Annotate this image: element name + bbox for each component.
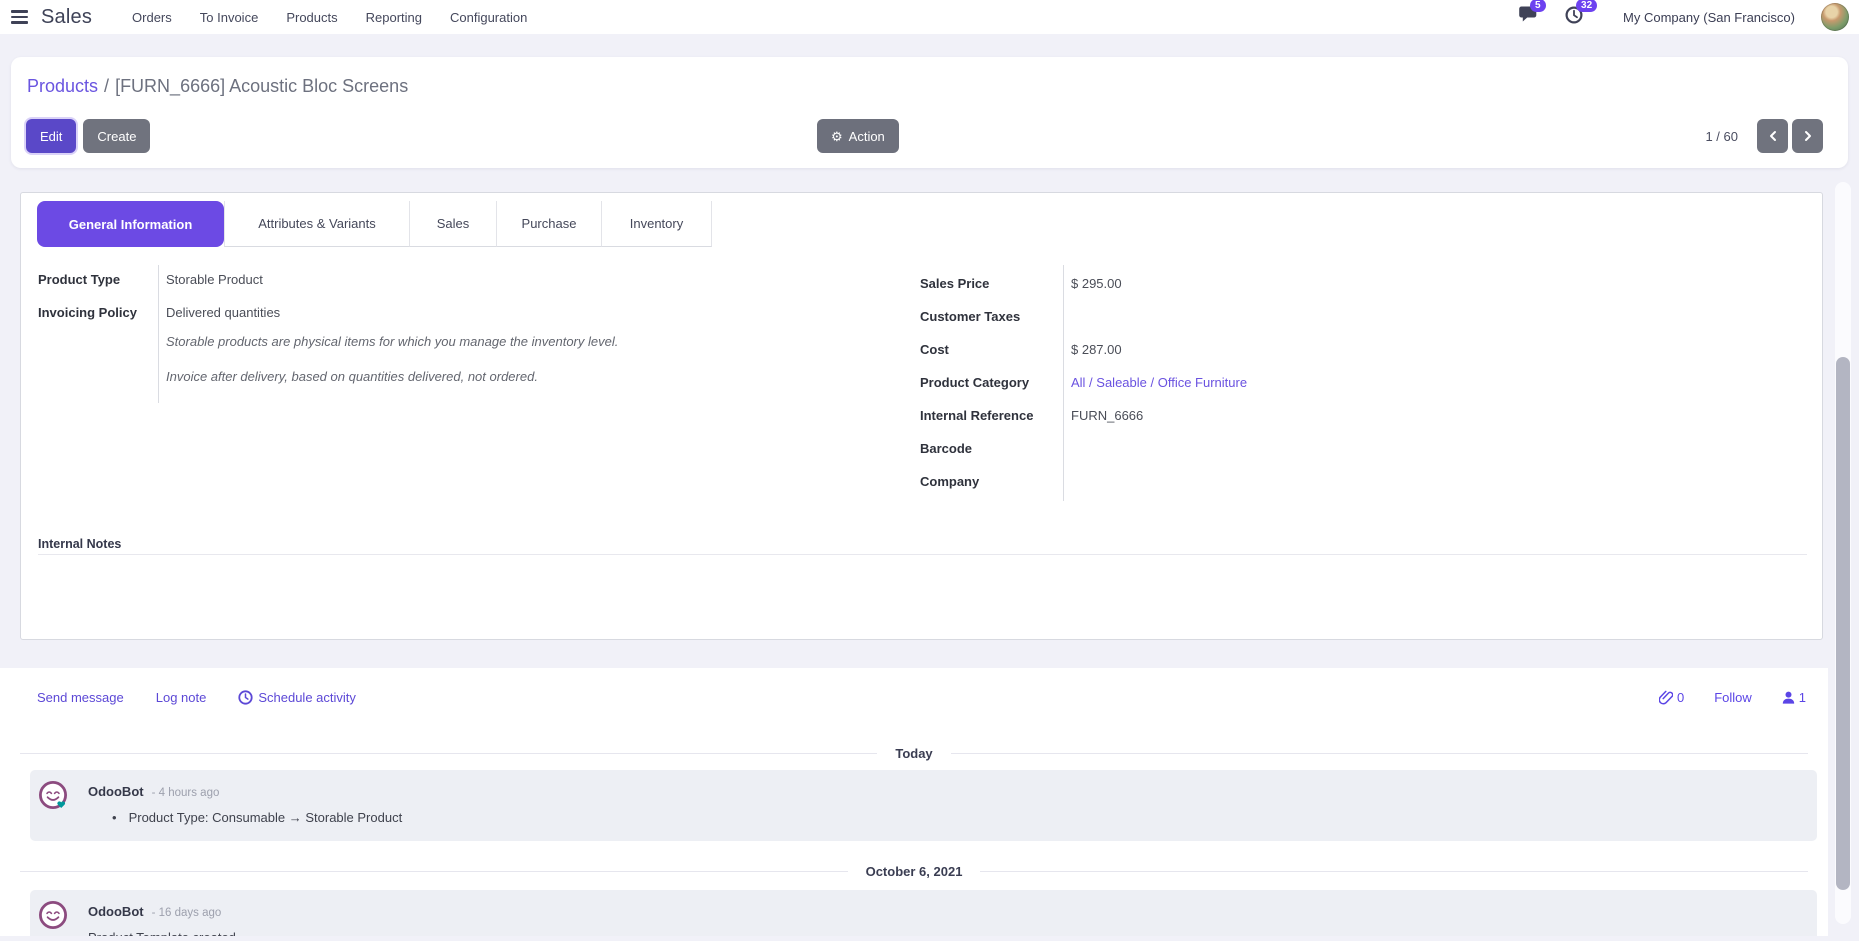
chevron-left-icon xyxy=(1769,131,1776,141)
schedule-activity-button[interactable]: Schedule activity xyxy=(238,690,356,705)
message-card: OdooBot- 16 days ago Product Template cr… xyxy=(30,890,1817,936)
action-button[interactable]: ⚙ Action xyxy=(817,119,899,153)
attachments-count: 0 xyxy=(1676,690,1685,705)
message-card: OdooBot - 4 hours ago • Product Type: Cons… xyxy=(30,770,1817,841)
send-message-button[interactable]: Send message xyxy=(37,690,124,705)
bullet-marker: • xyxy=(112,810,117,825)
notebook-tabs: General Information Attributes & Variant… xyxy=(37,201,712,247)
date-divider-label: October 6, 2021 xyxy=(865,864,963,879)
field-label-company: Company xyxy=(920,474,980,489)
app-name[interactable]: Sales xyxy=(41,5,93,28)
follow-button[interactable]: Follow xyxy=(1714,690,1752,705)
field-label-invoicing-policy: Invoicing Policy xyxy=(38,305,137,320)
breadcrumb-current: [FURN_6666] Acoustic Bloc Screens xyxy=(115,76,409,96)
create-button[interactable]: Create xyxy=(83,119,151,153)
message-author: OdooBot - 4 hours ago xyxy=(88,784,220,799)
field-label-product-type: Product Type xyxy=(38,272,121,287)
field-label-sales-price: Sales Price xyxy=(920,276,990,291)
scrollbar-thumb[interactable] xyxy=(1836,357,1850,890)
clock-icon xyxy=(238,690,253,705)
apps-menu-icon[interactable] xyxy=(11,10,28,24)
messages-badge: 5 xyxy=(1530,0,1546,12)
internal-notes-heading: Internal Notes xyxy=(38,537,122,551)
activities-icon[interactable]: 32 xyxy=(1565,0,1598,29)
chatter: Send message Log note Schedule activity … xyxy=(0,668,1828,936)
field-label-internal-reference: Internal Reference xyxy=(920,408,1034,423)
message-body: • Product Type: Consumable → Storable Pro… xyxy=(112,810,403,825)
field-value-internal-reference: FURN_6666 xyxy=(1071,408,1144,423)
gear-icon: ⚙ xyxy=(831,128,843,144)
nav-menu: Orders To Invoice Products Reporting Con… xyxy=(118,10,541,25)
product-form-sheet: General Information Attributes & Variant… xyxy=(20,192,1823,640)
breadcrumb-separator: / xyxy=(104,76,110,96)
messages-icon[interactable]: 5 xyxy=(1519,0,1546,28)
pager-previous-button[interactable] xyxy=(1757,119,1788,153)
message-timestamp: - 16 days ago xyxy=(151,907,222,919)
field-label-customer-taxes: Customer Taxes xyxy=(920,309,1021,324)
message-timestamp: - 4 hours ago xyxy=(151,787,220,799)
company-switcher[interactable]: My Company (San Francisco) xyxy=(1623,9,1795,25)
date-divider-october: October 6, 2021 xyxy=(20,864,1809,879)
nav-right: 5 32 My Company (San Francisco) xyxy=(1519,0,1859,31)
chevron-right-icon xyxy=(1804,131,1811,141)
heart-icon xyxy=(57,801,65,808)
nav-item-reporting[interactable]: Reporting xyxy=(365,9,422,25)
followers-count: 1 xyxy=(1798,690,1806,705)
nav-item-products[interactable]: Products xyxy=(286,9,338,25)
field-value-cost: $ 287.00 xyxy=(1071,342,1122,357)
field-label-product-category: Product Category xyxy=(920,375,1030,390)
field-value-sales-price: $ 295.00 xyxy=(1071,276,1122,291)
field-label-cost: Cost xyxy=(920,342,949,357)
message-body: Product Template created xyxy=(88,930,236,936)
product-category-link[interactable]: All / Saleable / Office Furniture xyxy=(1071,375,1248,390)
field-label-barcode: Barcode xyxy=(920,441,973,456)
pager: 1 / 60 xyxy=(1705,119,1823,153)
breadcrumb-products-link[interactable]: Products xyxy=(27,76,99,96)
activities-badge: 32 xyxy=(1576,0,1598,12)
odoobot-avatar xyxy=(38,900,68,930)
person-icon xyxy=(1782,691,1794,704)
paperclip-icon xyxy=(1658,690,1673,705)
schedule-activity-label: Schedule activity xyxy=(258,690,356,705)
tab-sales[interactable]: Sales xyxy=(410,201,497,247)
chatter-actions: Send message Log note Schedule activity xyxy=(37,690,356,705)
breadcrumb: Products / [FURN_6666] Acoustic Bloc Scree… xyxy=(27,76,408,97)
tab-purchase[interactable]: Purchase xyxy=(497,201,602,247)
tab-attributes-variants[interactable]: Attributes & Variants xyxy=(224,201,410,247)
help-text-storable: Storable products are physical items for… xyxy=(166,334,619,349)
field-value-product-type: Storable Product xyxy=(166,272,263,287)
form-buttons: Edit Create xyxy=(26,119,151,153)
tab-inventory[interactable]: Inventory xyxy=(602,201,712,247)
attachments-button[interactable]: 0 xyxy=(1658,690,1685,705)
nav-item-orders[interactable]: Orders xyxy=(132,9,172,25)
user-avatar[interactable] xyxy=(1821,3,1849,31)
edit-button[interactable]: Edit xyxy=(26,119,77,153)
pager-count: 1 / 60 xyxy=(1705,128,1738,144)
right-column-separator xyxy=(1063,265,1064,501)
date-divider-today: Today xyxy=(20,746,1809,761)
top-nav: Sales Orders To Invoice Products Reporti… xyxy=(0,0,1859,34)
tab-general-information[interactable]: General Information xyxy=(37,201,224,247)
page-background-strip xyxy=(0,936,1859,941)
internal-notes-divider xyxy=(38,554,1807,555)
chatter-meta: 0 Follow 1 xyxy=(1658,690,1806,705)
left-column-separator xyxy=(158,265,159,403)
nav-item-to-invoice[interactable]: To Invoice xyxy=(199,9,259,25)
message-author: OdooBot - 16 days ago xyxy=(88,904,222,919)
field-value-invoicing-policy: Delivered quantities xyxy=(166,305,281,320)
followers-button[interactable]: 1 xyxy=(1782,690,1806,705)
odoobot-avatar xyxy=(38,780,68,810)
control-panel: Products / [FURN_6666] Acoustic Bloc Scree… xyxy=(11,57,1848,168)
pager-next-button[interactable] xyxy=(1792,119,1823,153)
action-button-label: Action xyxy=(848,128,885,144)
help-text-invoicing: Invoice after delivery, based on quantit… xyxy=(166,369,538,384)
log-note-button[interactable]: Log note xyxy=(155,690,207,705)
nav-item-configuration[interactable]: Configuration xyxy=(450,9,528,25)
date-divider-label: Today xyxy=(895,746,933,761)
